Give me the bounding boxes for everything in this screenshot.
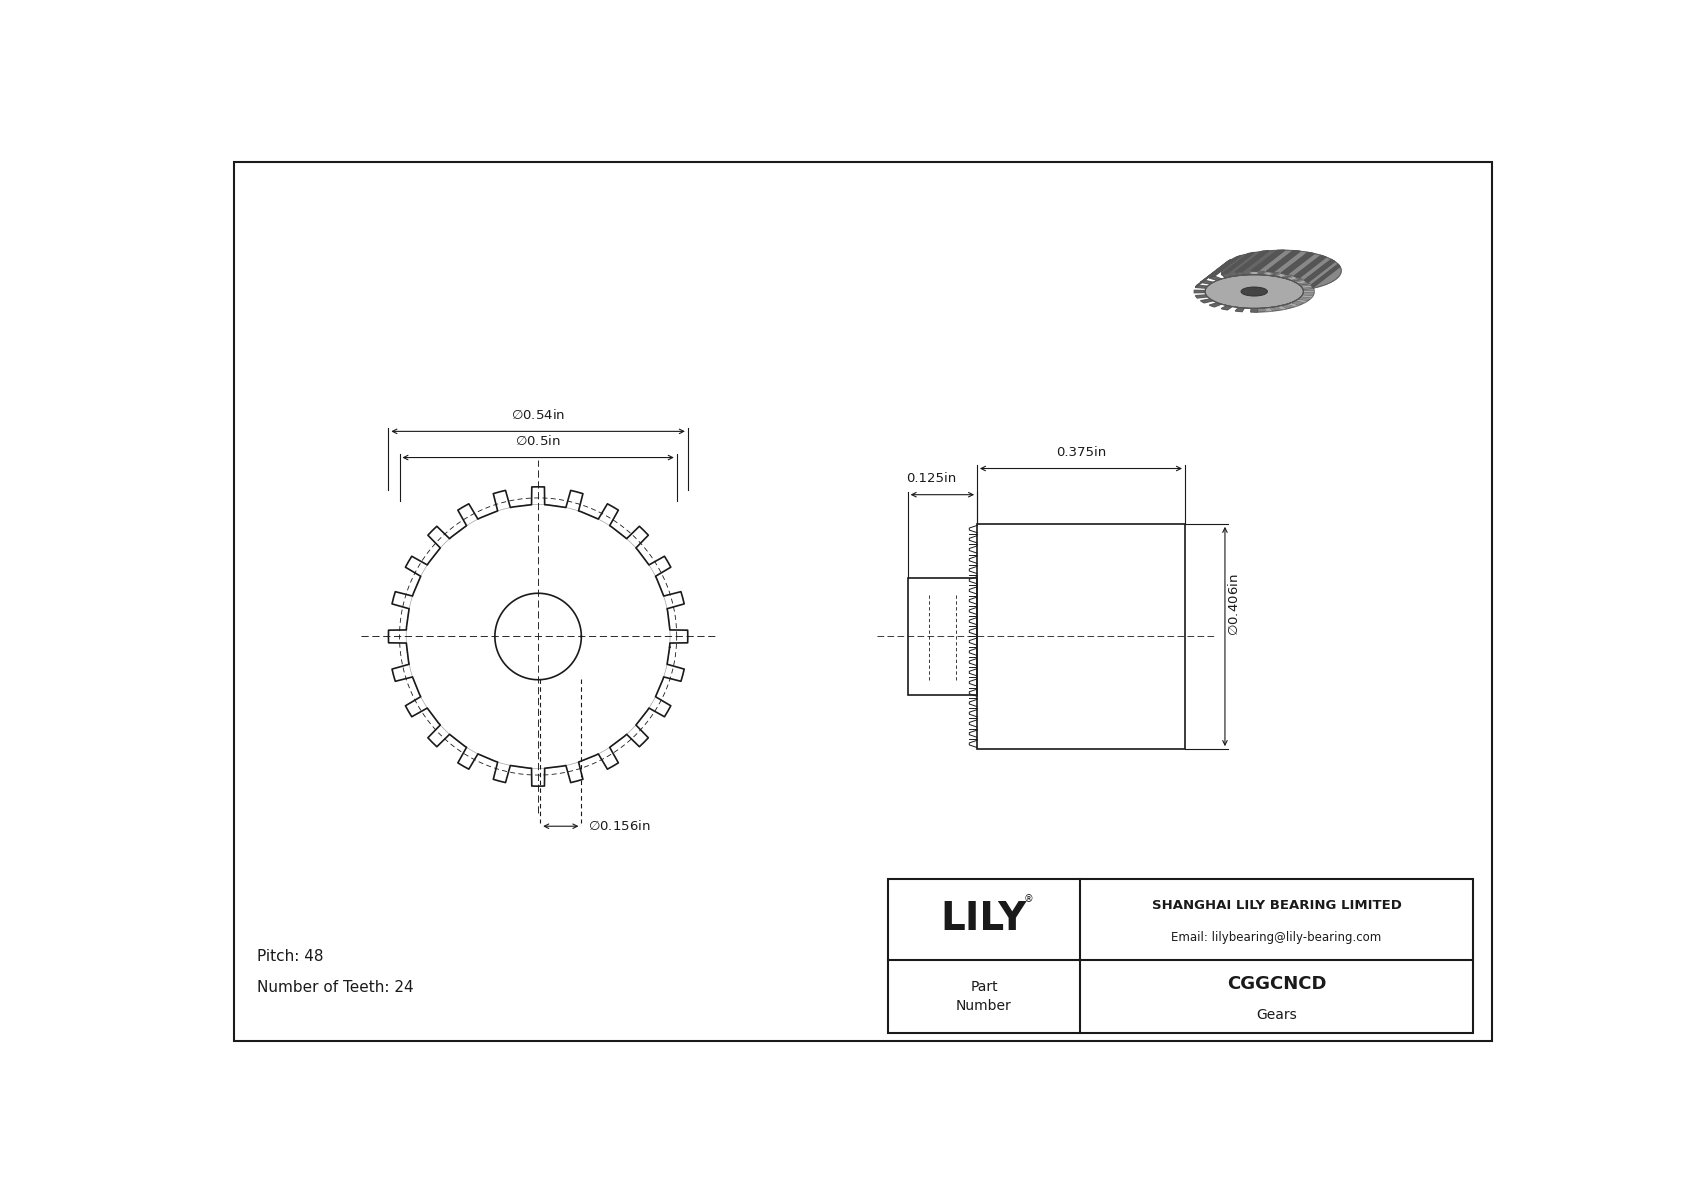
Ellipse shape	[1241, 287, 1268, 297]
Bar	[908, 578, 977, 696]
Polygon shape	[1251, 308, 1258, 312]
Polygon shape	[1255, 250, 1340, 312]
Text: 0.125in: 0.125in	[906, 473, 957, 486]
Ellipse shape	[1206, 275, 1303, 308]
Polygon shape	[1305, 260, 1335, 282]
Text: Number of Teeth: 24: Number of Teeth: 24	[258, 979, 414, 994]
Text: Pitch: 48: Pitch: 48	[258, 949, 323, 964]
Polygon shape	[1236, 250, 1270, 272]
Text: $\varnothing$0.54in: $\varnothing$0.54in	[510, 409, 566, 422]
Polygon shape	[1303, 291, 1314, 293]
Bar	[887, 879, 1474, 1033]
Polygon shape	[1287, 276, 1298, 280]
Polygon shape	[1201, 280, 1212, 283]
Text: LILY: LILY	[941, 900, 1027, 939]
Bar	[977, 524, 1186, 749]
Polygon shape	[1295, 299, 1308, 303]
Polygon shape	[1276, 306, 1287, 310]
Text: CGGCNCD: CGGCNCD	[1226, 975, 1327, 993]
Polygon shape	[1251, 250, 1285, 272]
Polygon shape	[1221, 252, 1255, 274]
Text: 0.375in: 0.375in	[1056, 447, 1106, 460]
Text: Email: lilybearing@lily-bearing.com: Email: lilybearing@lily-bearing.com	[1172, 930, 1381, 943]
Polygon shape	[1209, 255, 1241, 278]
Polygon shape	[1295, 280, 1308, 283]
Polygon shape	[1196, 264, 1224, 287]
Text: ®: ®	[1024, 893, 1034, 904]
Text: Part
Number: Part Number	[957, 980, 1012, 1014]
Polygon shape	[1196, 295, 1207, 298]
Polygon shape	[1300, 295, 1314, 298]
Polygon shape	[1209, 303, 1221, 307]
Polygon shape	[1276, 273, 1287, 278]
Polygon shape	[1209, 276, 1221, 280]
Polygon shape	[1221, 273, 1233, 278]
Polygon shape	[1196, 285, 1207, 288]
Polygon shape	[1282, 252, 1314, 274]
Polygon shape	[1312, 264, 1340, 287]
Polygon shape	[1251, 272, 1258, 275]
Polygon shape	[1287, 303, 1298, 307]
Polygon shape	[1265, 307, 1273, 312]
Polygon shape	[1265, 272, 1273, 275]
Polygon shape	[1236, 272, 1244, 275]
Ellipse shape	[1221, 250, 1340, 292]
Text: $\varnothing$0.406in: $\varnothing$0.406in	[1228, 574, 1241, 636]
Text: $\varnothing$0.156in: $\varnothing$0.156in	[588, 819, 650, 834]
Polygon shape	[1236, 307, 1244, 312]
Polygon shape	[1194, 291, 1206, 293]
Text: SHANGHAI LILY BEARING LIMITED: SHANGHAI LILY BEARING LIMITED	[1152, 899, 1401, 912]
Polygon shape	[1293, 255, 1325, 278]
Text: $\varnothing$0.5in: $\varnothing$0.5in	[515, 435, 561, 448]
Polygon shape	[1266, 250, 1300, 272]
Polygon shape	[1201, 260, 1231, 282]
Text: Gears: Gears	[1256, 1008, 1297, 1022]
Polygon shape	[1201, 299, 1212, 303]
Polygon shape	[1300, 285, 1314, 288]
Polygon shape	[1221, 306, 1233, 310]
